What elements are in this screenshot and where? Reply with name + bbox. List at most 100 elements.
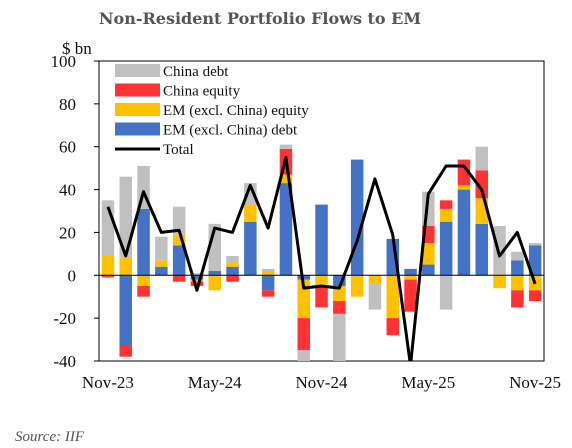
bar-china-debt: [155, 236, 168, 261]
source-note: Source: IIF: [15, 429, 85, 445]
plot-area: -40 -20 0 20 40 60 80 100 Nov-23 May-24 Nov-24 May-…: [51, 52, 562, 392]
total-line: [106, 155, 537, 361]
legend-swatch: [115, 122, 160, 136]
bar-em-excl-china-debt: [528, 245, 542, 276]
bar-china-equity: [137, 286, 150, 297]
bar-china-debt: [172, 206, 186, 235]
bar-china-debt: [297, 350, 310, 361]
bar-china-equity: [333, 301, 346, 314]
bar-china-debt: [226, 256, 239, 263]
x-tick-label: Nov-23: [82, 373, 134, 392]
bar-em-excl-china-debt: [261, 275, 275, 291]
bar-china-equity: [261, 290, 275, 297]
y-tick-label: 40: [59, 181, 76, 200]
bar-china-debt: [368, 283, 382, 310]
bar-em-excl-china-equity: [101, 256, 115, 276]
x-tick-label: May-24: [188, 373, 242, 392]
bar-china-equity: [386, 318, 399, 336]
bar-em-excl-china-equity: [137, 275, 150, 286]
y-tick-label: 100: [51, 52, 77, 71]
bar-em-excl-china-equity: [261, 271, 275, 276]
bar-em-excl-china-debt: [208, 271, 221, 276]
bar-em-excl-china-debt: [279, 183, 293, 276]
legend-label: EM (excl. China) debt: [163, 123, 298, 139]
bar-china-debt: [190, 273, 204, 276]
bar-em-excl-china-equity: [119, 258, 132, 276]
bar-china-equity: [101, 275, 115, 278]
bar-em-excl-china-equity: [155, 260, 168, 267]
bar-em-excl-china-debt: [439, 221, 453, 276]
bar-em-excl-china-debt: [511, 260, 524, 276]
legend-swatch: [115, 83, 160, 97]
bar-em-excl-china-debt: [244, 221, 257, 276]
y-tick-label: -40: [53, 352, 76, 371]
bar-em-excl-china-equity: [190, 279, 204, 282]
bar-em-excl-china-debt: [119, 275, 132, 346]
bar-china-debt: [439, 275, 453, 310]
legend: China debt China equity EM (excl. China) e…: [115, 64, 309, 158]
bar-china-debt: [511, 251, 524, 261]
plot-frame: [98, 60, 545, 362]
bar-em-excl-china-equity: [386, 275, 399, 319]
bar-em-excl-china-equity: [350, 275, 364, 297]
bar-em-excl-china-equity: [493, 275, 506, 289]
bar-china-debt: [244, 183, 257, 205]
bar-china-equity: [404, 279, 417, 312]
bar-em-excl-china-debt: [315, 204, 328, 276]
bar-china-debt: [279, 144, 293, 149]
bar-em-excl-china-debt: [350, 159, 364, 276]
bar-em-excl-china-debt: [190, 275, 204, 280]
y-tick-label: 20: [59, 223, 76, 242]
bar-em-excl-china-equity: [457, 185, 471, 190]
legend-label: China debt: [163, 64, 229, 80]
bar-china-equity: [315, 286, 328, 308]
bar-em-excl-china-equity: [297, 279, 310, 319]
legend-label: China equity: [163, 84, 241, 100]
bar-china-equity: [226, 275, 239, 282]
bar-china-equity: [119, 346, 132, 357]
bar-em-excl-china-equity: [439, 208, 453, 222]
bar-em-excl-china-equity: [244, 204, 257, 222]
bar-em-excl-china-debt: [137, 208, 150, 276]
bar-em-excl-china-equity: [368, 275, 382, 284]
bar-em-excl-china-equity: [172, 234, 186, 246]
bar-china-debt: [261, 268, 275, 271]
legend-swatch: [115, 64, 160, 77]
legend-label: Total: [163, 142, 194, 158]
bar-em-excl-china-debt: [422, 264, 435, 276]
bar-em-excl-china-debt: [333, 275, 346, 286]
bar-china-debt: [475, 146, 488, 171]
bar-china-equity: [511, 290, 524, 308]
y-tick-label: 60: [59, 138, 76, 157]
bar-em-excl-china-equity: [208, 275, 221, 291]
legend-swatch: [115, 103, 160, 116]
legend-label: EM (excl. China) equity: [163, 103, 309, 119]
bar-em-excl-china-equity: [422, 243, 435, 265]
bar-china-equity: [475, 170, 488, 199]
bar-em-excl-china-equity: [333, 286, 346, 301]
bar-china-equity: [528, 290, 542, 301]
x-tick-label: Nov-24: [296, 373, 348, 392]
bar-china-equity: [297, 318, 310, 351]
bar-china-equity: [190, 281, 204, 286]
bar-em-excl-china-debt: [475, 223, 488, 276]
bar-em-excl-china-equity: [404, 275, 417, 280]
bar-em-excl-china-equity: [315, 275, 328, 286]
bar-em-excl-china-debt: [172, 245, 186, 276]
x-tick-label: Nov-25: [509, 373, 561, 392]
bar-em-excl-china-equity: [226, 262, 239, 267]
y-tick-label: 80: [59, 95, 76, 114]
bar-china-equity: [172, 275, 186, 282]
bar-em-excl-china-equity: [279, 174, 293, 184]
y-tick-label: -20: [53, 309, 76, 328]
bar-em-excl-china-debt: [155, 266, 168, 276]
bar-em-excl-china-debt: [226, 266, 239, 276]
x-tick-label: May-25: [401, 373, 455, 392]
bar-china-equity: [439, 200, 453, 209]
y-tick-label: 0: [68, 266, 77, 285]
bar-china-debt: [119, 176, 132, 259]
bar-china-debt: [528, 243, 542, 246]
unit-label: $ bn: [62, 39, 92, 58]
chart-title: Non-Resident Portfolio Flows to EM: [99, 9, 421, 28]
